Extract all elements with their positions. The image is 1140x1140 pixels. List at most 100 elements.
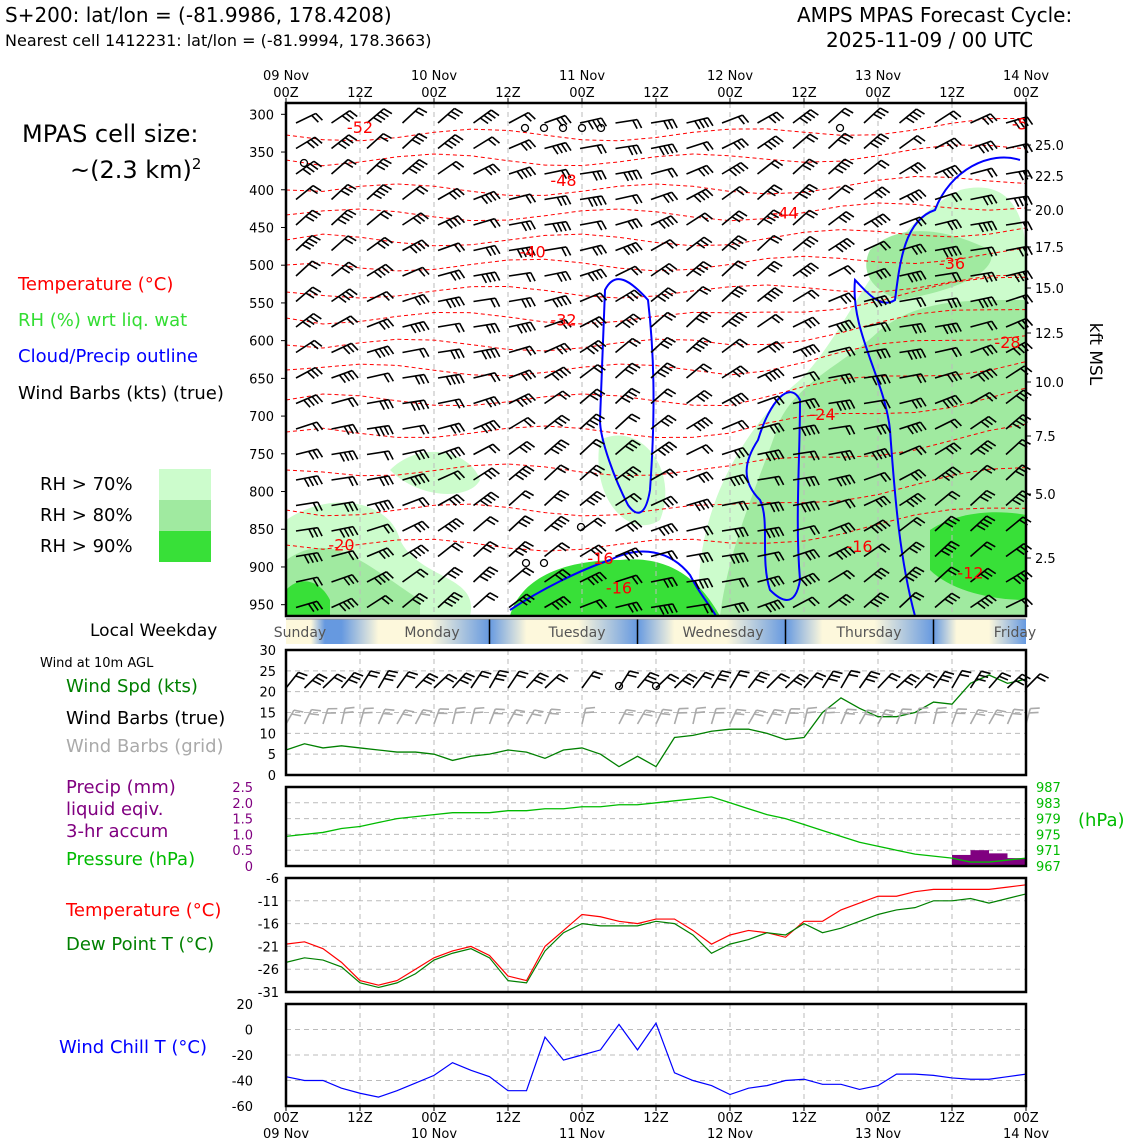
wind-barb-true-flag [939, 678, 950, 683]
pressure-ytick-label: 979 [1036, 813, 1061, 828]
wind-barb-true-flag [799, 673, 809, 680]
wind-barb-flag [524, 490, 535, 497]
wind-barb [721, 446, 750, 459]
wind-barb-flag [804, 347, 812, 356]
wind-barb-flag [487, 494, 496, 501]
wind-barb [544, 414, 571, 430]
wind-barb-flag [916, 349, 922, 359]
wind-barb [295, 136, 323, 150]
wind-barb [473, 347, 501, 360]
wind-barb-true-flag [796, 676, 806, 683]
wind-barb-flag [668, 441, 678, 449]
height-tick-label: 5.0 [1035, 488, 1056, 503]
wind-barb-flag [520, 397, 528, 406]
wind-barb-grid-staff [747, 709, 758, 725]
wind-barb-grid [803, 706, 818, 725]
wind-barb-true [303, 673, 328, 689]
wind-barb-grid-staff [359, 708, 366, 725]
wind-barb-flag [952, 466, 961, 474]
wind-barb-flag [598, 339, 607, 348]
wind-barb-flag [340, 215, 350, 222]
wind-barb-flag [880, 349, 887, 359]
wind-barb-flag [951, 323, 958, 333]
wind-barb-flag [627, 390, 638, 397]
wind-barb-flag [1026, 246, 1033, 256]
wind-barb-flag [986, 297, 994, 307]
wind-barb-grid-flag [936, 711, 946, 714]
wind-barb-flag [763, 218, 773, 225]
wind-barb-flag [525, 567, 535, 574]
wind-barb-flag [954, 395, 963, 404]
wind-barb-flag [520, 142, 528, 152]
wind-barb-grid-flag [293, 709, 304, 713]
wind-barb-flag [529, 166, 537, 176]
wind-barb-true-flag [368, 674, 378, 678]
precip-bar [1007, 858, 1026, 866]
wind-barb-flag [729, 477, 736, 487]
wind-barb [721, 114, 750, 125]
wind-barb [898, 108, 925, 124]
wind-barb-flag [555, 346, 564, 355]
wind-barb-flag [490, 491, 500, 499]
wind-barb-true-flag [559, 673, 569, 680]
wind-barb [650, 495, 679, 508]
wind-barb-flag [835, 552, 844, 561]
wind-barb-flag [876, 110, 886, 117]
wind-barb-flag [423, 374, 430, 384]
wind-barb [473, 190, 501, 205]
wind-barb-grid-staff [692, 708, 698, 725]
wind-barb-true [932, 670, 955, 689]
wind-barb [970, 113, 998, 126]
wind-barb-true-flag [481, 670, 492, 675]
wind-barb [401, 592, 428, 609]
wind-barb-flag [667, 169, 674, 178]
wind-barb-flag [909, 114, 918, 121]
wind-barb-true-flag [295, 675, 305, 680]
wind-barb-flag [807, 598, 816, 607]
wind-barb-flag [956, 297, 962, 307]
wind-barb-true [766, 673, 790, 689]
wind-barb-flag [662, 219, 670, 228]
wind-barb-flag [521, 543, 531, 551]
isotherm-label: -16 [846, 537, 872, 556]
wind-barb-flag [662, 194, 670, 204]
wind-barb-flag [560, 116, 568, 126]
wind-barb-flag [986, 321, 994, 331]
wind-barb-flag [590, 320, 599, 329]
wind-barb [366, 398, 394, 410]
wind-barb-flag [418, 322, 426, 332]
wind-barb-flag [805, 400, 812, 410]
wind-barb-flag [773, 450, 781, 460]
wind-barb-flag [665, 241, 674, 249]
wind-barb-staff [686, 164, 708, 175]
wind-barb-flag [727, 244, 737, 251]
wind-barb [898, 566, 925, 583]
wind-barb-flag [697, 192, 706, 201]
isotherm-line [285, 227, 1027, 247]
wind-barb-flag [447, 572, 457, 579]
wind-barb-flag [774, 287, 784, 294]
wind-barb-flag [804, 320, 812, 329]
wind-barb-flag [694, 580, 700, 590]
wind-barb-flag [671, 550, 679, 560]
wind-barb-flag [459, 374, 465, 384]
wind-barb-grid [618, 708, 636, 725]
wind-barb [473, 491, 500, 507]
wind-barb-true-flag [448, 673, 458, 680]
wind-barb [579, 438, 605, 456]
wind-barb-true-flag [629, 670, 640, 675]
wind-barb-flag [698, 119, 705, 129]
wind-barb-flag [911, 246, 919, 256]
wind-barb-true-flag [944, 670, 955, 676]
wind-barb-flag [949, 139, 958, 148]
wind-barb-flag [341, 267, 351, 274]
wind-barb-flag [982, 143, 990, 153]
wind-barb-flag [383, 400, 390, 410]
wind-barb [863, 471, 892, 483]
wind-barb-flag [911, 272, 918, 282]
wind-barb [970, 246, 998, 257]
wind-barb-staff [366, 236, 386, 252]
wind-barb-flag [339, 528, 346, 538]
wind-barb [579, 268, 608, 282]
wind-barb-flag [595, 438, 605, 445]
